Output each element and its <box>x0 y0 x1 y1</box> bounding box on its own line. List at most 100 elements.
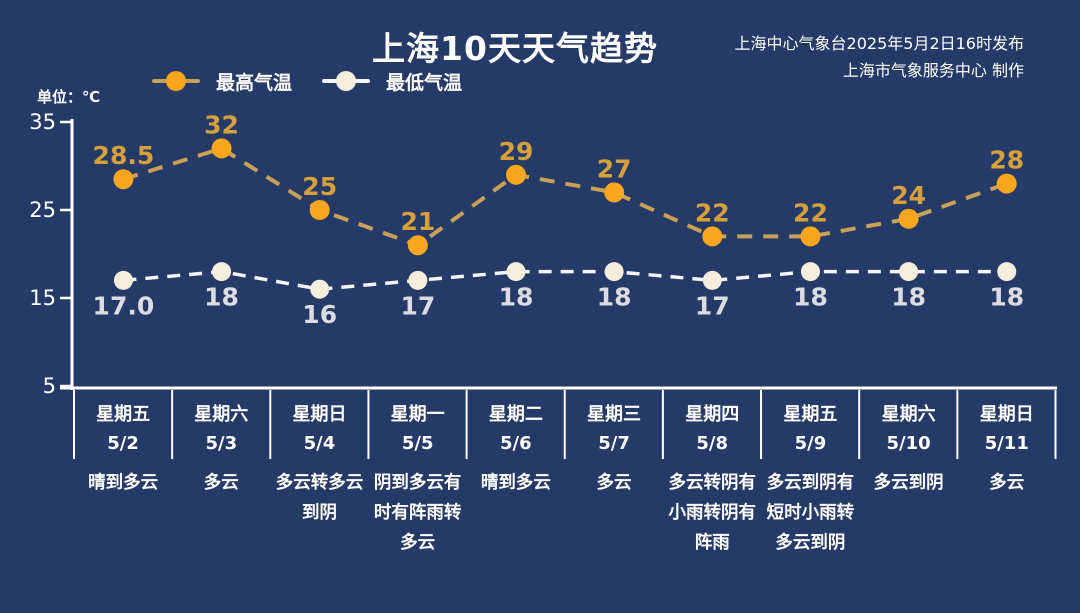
page-title: 上海10天天气趋势 <box>372 29 658 68</box>
high-temp-point <box>407 235 428 256</box>
forecast-day: 星期五 <box>96 404 151 425</box>
low-temp-label: 16 <box>302 300 337 329</box>
high-temp-label: 28 <box>989 146 1024 175</box>
high-temp-point <box>996 173 1017 194</box>
legend-item-low: 最低气温 <box>322 68 462 95</box>
legend-label: 最高气温 <box>216 71 293 94</box>
forecast-column: 星期一 5/5 阴到多云有时有阵雨转多云 <box>369 401 467 558</box>
forecast-date: 5/5 <box>401 433 434 454</box>
forecast-column: 星期二 5/6 晴到多云 <box>467 401 565 558</box>
forecast-column: 星期五 5/9 多云到阴有短时小雨转多云到阴 <box>761 401 859 558</box>
forecast-column: 星期三 5/7 多云 <box>565 401 663 558</box>
forecast-date: 5/4 <box>303 433 336 454</box>
high-temp-label: 25 <box>302 172 337 201</box>
low-temp-legend-icon <box>322 71 371 91</box>
legend-label: 最低气温 <box>386 71 463 94</box>
forecast-column: 星期六 5/10 多云到阴 <box>860 401 958 558</box>
low-temp-label: 18 <box>499 283 534 312</box>
forecast-date: 5/3 <box>205 433 238 454</box>
forecast-column: 星期五 5/2 晴到多云 <box>74 401 172 558</box>
high-temp-label: 22 <box>695 198 730 227</box>
forecast-weather: 阴到多云有时有阵雨转多云 <box>373 473 462 553</box>
forecast-weather: 晴到多云 <box>480 473 551 493</box>
low-temp-label: 18 <box>204 283 239 312</box>
high-temp-point <box>702 226 723 247</box>
high-temp-point <box>211 138 232 159</box>
high-temp-point <box>604 182 625 203</box>
high-temp-point <box>309 200 330 220</box>
low-temp-point <box>604 262 624 282</box>
publisher-info: 上海中心气象台2025年5月2日16时发布 上海市气象服务中心 制作 <box>735 30 1024 84</box>
high-temp-label: 29 <box>499 137 534 166</box>
low-temp-label: 17 <box>695 291 730 320</box>
high-temp-label: 22 <box>793 198 828 227</box>
high-temp-point <box>898 208 919 229</box>
low-temp-label: 18 <box>989 283 1024 312</box>
publisher-line-1: 上海中心气象台2025年5月2日16时发布 <box>734 34 1024 53</box>
forecast-column: 星期四 5/8 多云转阴有小雨转阴有阵雨 <box>663 401 761 558</box>
forecast-day: 星期日 <box>292 404 347 425</box>
forecast-date: 5/9 <box>794 433 827 454</box>
low-temp-point <box>212 262 232 282</box>
y-tick-label: 25 <box>29 198 56 222</box>
forecast-weather: 多云到阴有短时小雨转多云到阴 <box>766 473 855 553</box>
forecast-day: 星期一 <box>390 404 445 425</box>
high-temp-legend-icon <box>152 71 200 91</box>
forecast-day: 星期三 <box>587 404 642 425</box>
forecast-day: 星期六 <box>881 404 936 425</box>
high-temp-label: 27 <box>597 154 632 183</box>
high-temp-label: 28.5 <box>93 141 155 170</box>
forecast-weather: 多云 <box>596 473 632 493</box>
y-tick-label: 15 <box>29 286 56 310</box>
forecast-date: 5/11 <box>984 433 1029 454</box>
y-tick-label: 5 <box>43 374 56 398</box>
forecast-weather: 多云到阴 <box>873 473 944 493</box>
y-tick-label: 35 <box>29 110 56 134</box>
forecast-weather: 多云 <box>989 473 1025 493</box>
low-temp-label: 18 <box>597 283 632 312</box>
forecast-date: 5/7 <box>598 433 630 454</box>
high-temp-point <box>506 164 526 185</box>
forecast-weather: 多云转多云到阴 <box>275 473 364 523</box>
forecast-weather: 多云转阴有小雨转阴有阵雨 <box>668 473 756 553</box>
forecast-date: 5/6 <box>500 433 532 454</box>
low-temp-label: 17 <box>400 291 435 320</box>
chart-legend: 最高气温 最低气温 <box>152 68 492 94</box>
forecast-columns: 星期五 5/2 晴到多云 星期六 5/3 多云 星期日 5/4 多云转多云到阴 星期一 5/5 阴到多… <box>74 401 1056 558</box>
forecast-day: 星期日 <box>979 404 1034 425</box>
high-temp-point <box>113 169 134 190</box>
forecast-weather: 晴到多云 <box>88 473 159 493</box>
high-temp-label: 32 <box>204 110 239 139</box>
forecast-date: 5/10 <box>886 433 931 454</box>
low-temp-point <box>113 270 133 290</box>
unit-label: 单位：℃ <box>37 88 101 106</box>
low-temp-point <box>506 262 526 282</box>
forecast-weather: 多云 <box>203 473 239 493</box>
forecast-day: 星期二 <box>488 404 543 425</box>
publisher-line-2: 上海市气象服务中心 制作 <box>842 61 1024 80</box>
low-temp-line <box>123 269 1007 291</box>
low-temp-label: 17.0 <box>93 291 155 320</box>
high-temp-line <box>122 146 1008 248</box>
low-temp-point <box>310 279 330 299</box>
legend-item-high: 最高气温 <box>152 68 292 95</box>
low-temp-point <box>702 270 722 290</box>
forecast-column: 星期六 5/3 多云 <box>172 401 270 558</box>
forecast-date: 5/8 <box>696 433 729 454</box>
high-temp-point <box>800 226 821 247</box>
low-temp-point <box>800 262 820 282</box>
forecast-column: 星期日 5/11 多云 <box>958 401 1056 558</box>
low-temp-point <box>408 270 428 290</box>
high-temp-label: 24 <box>891 181 926 210</box>
forecast-column: 星期日 5/4 多云转多云到阴 <box>270 401 368 558</box>
low-temp-point <box>997 262 1017 282</box>
high-temp-label: 21 <box>400 207 435 236</box>
low-temp-point <box>899 262 919 282</box>
forecast-date: 5/2 <box>107 433 139 454</box>
forecast-day: 星期六 <box>194 404 249 425</box>
forecast-day: 星期四 <box>685 404 740 425</box>
forecast-day: 星期五 <box>783 404 838 425</box>
low-temp-label: 18 <box>891 283 926 312</box>
